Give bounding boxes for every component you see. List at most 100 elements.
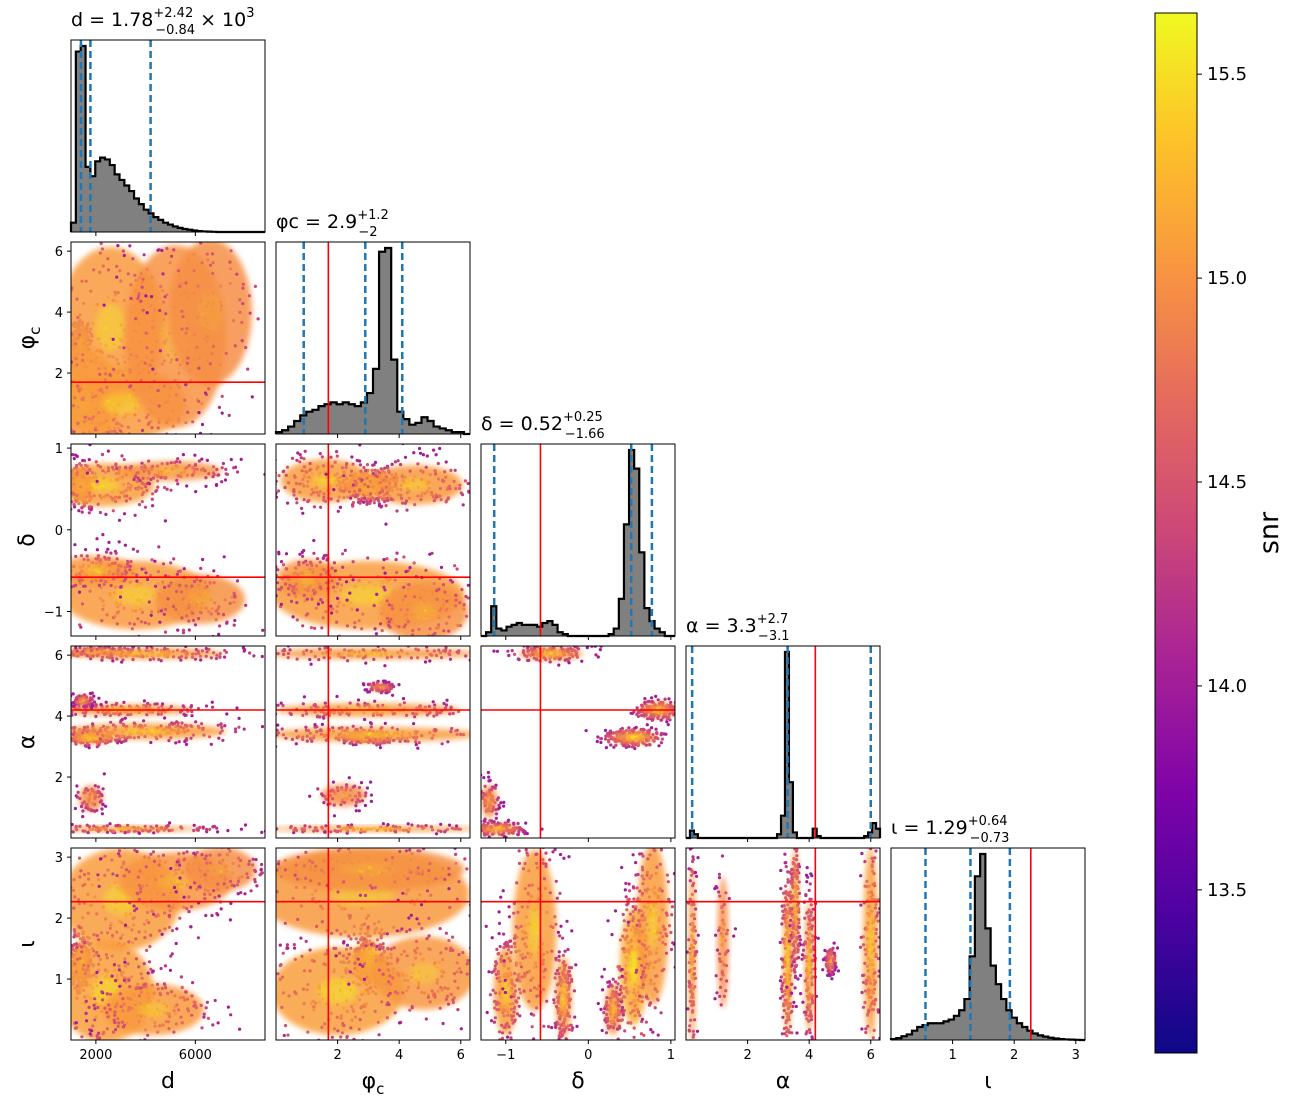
sample-point <box>48 415 51 418</box>
sample-point <box>23 553 26 556</box>
sample-point <box>62 590 65 593</box>
sample-point <box>298 482 301 485</box>
sample-point <box>133 623 136 626</box>
sample-point <box>339 589 342 592</box>
sample-point <box>180 655 183 658</box>
sample-point <box>115 601 118 604</box>
sample-point <box>189 737 192 740</box>
sample-point <box>144 506 147 509</box>
sample-point <box>429 473 432 476</box>
sample-point <box>302 561 305 564</box>
sample-point <box>108 592 111 595</box>
sample-point <box>324 610 327 613</box>
sample-point <box>71 701 74 704</box>
sample-point <box>105 739 108 742</box>
sample-point <box>111 562 114 565</box>
sample-point <box>114 291 117 294</box>
sample-point <box>397 737 400 740</box>
sample-point <box>63 654 66 657</box>
sample-point <box>197 726 200 729</box>
sample-point <box>315 467 318 470</box>
sample-point <box>102 239 105 242</box>
sample-point <box>386 617 389 620</box>
sample-point <box>199 655 202 658</box>
sample-point <box>323 568 326 571</box>
sample-point <box>6 732 9 735</box>
sample-point <box>312 491 315 494</box>
sample-point <box>67 650 70 653</box>
sample-point <box>116 244 119 247</box>
sample-point <box>33 731 36 734</box>
sample-point <box>66 490 69 493</box>
sample-point <box>285 552 288 555</box>
sample-point <box>292 572 295 575</box>
sample-point <box>459 733 462 736</box>
sample-point <box>186 729 189 732</box>
sample-point <box>74 807 77 810</box>
sample-point <box>336 582 339 585</box>
sample-point <box>86 472 89 475</box>
sample-point <box>131 257 134 260</box>
sample-point <box>379 481 382 484</box>
sample-point <box>75 828 78 831</box>
sample-point <box>73 457 76 460</box>
sample-point <box>235 273 238 276</box>
title-suffix: × 10 <box>200 9 246 31</box>
sample-point <box>90 360 93 363</box>
sample-point <box>210 656 213 659</box>
sample-point <box>29 557 32 560</box>
sample-point <box>101 740 104 743</box>
sample-point <box>303 465 306 468</box>
sample-point <box>107 573 110 576</box>
sample-point <box>233 619 236 622</box>
sample-point <box>115 739 118 742</box>
sample-point <box>62 465 65 468</box>
sample-point <box>295 497 298 500</box>
sample-point <box>340 726 343 729</box>
sample-point <box>75 465 78 468</box>
sample-point <box>89 290 92 293</box>
sample-point <box>397 625 400 628</box>
sample-point <box>218 624 221 627</box>
sample-point <box>135 605 138 608</box>
sample-point <box>181 327 184 330</box>
sample-point <box>168 829 171 832</box>
sample-point <box>62 402 65 405</box>
sample-point <box>91 396 94 399</box>
density-peak <box>81 699 86 702</box>
sample-point <box>66 489 69 492</box>
sample-point <box>318 472 321 475</box>
sample-point <box>260 831 263 834</box>
sample-point <box>194 720 197 723</box>
sample-point <box>40 602 43 605</box>
sample-point <box>233 624 236 627</box>
sample-point <box>194 652 197 655</box>
sample-point <box>188 464 191 467</box>
sample-point <box>115 702 118 705</box>
sample-point <box>153 560 156 563</box>
sample-point <box>67 577 70 580</box>
sample-point <box>137 471 140 474</box>
sample-point <box>388 471 391 474</box>
sample-point <box>401 502 404 505</box>
sample-point <box>63 475 66 478</box>
sample-point <box>180 310 183 313</box>
sample-point <box>433 469 436 472</box>
sample-point <box>144 825 147 828</box>
sample-point <box>112 830 115 833</box>
sample-point <box>106 831 109 834</box>
sample-point <box>375 497 378 500</box>
sample-point <box>76 695 79 698</box>
sample-point <box>78 591 81 594</box>
sample-point <box>193 269 196 272</box>
sample-point <box>43 826 46 829</box>
sample-point <box>122 483 125 486</box>
sample-point <box>176 482 179 485</box>
sample-point <box>409 735 412 738</box>
sample-point <box>85 803 88 806</box>
panel-background <box>686 646 880 838</box>
sample-point <box>114 824 117 827</box>
sample-point <box>178 386 181 389</box>
sample-point <box>442 583 445 586</box>
sample-point <box>464 595 467 598</box>
